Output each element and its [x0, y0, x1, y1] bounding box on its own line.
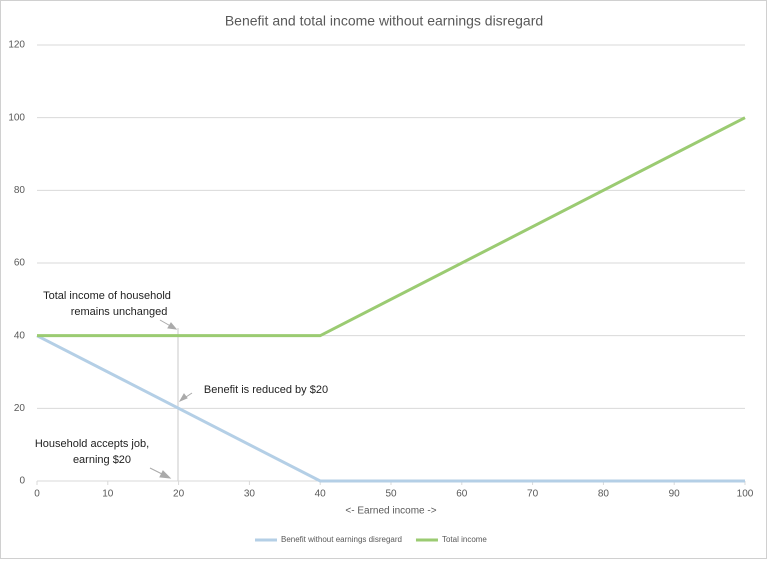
x-tick-label: 20 — [173, 489, 185, 500]
x-axis-label: <- Earned income -> — [345, 506, 436, 517]
annotation: Benefit is reduced by $20 — [204, 384, 328, 396]
series-line — [37, 116, 746, 338]
arrowhead — [167, 322, 178, 330]
x-tick-label: 100 — [737, 489, 754, 500]
x-tick-label: 60 — [456, 489, 468, 500]
y-tick-label: 0 — [19, 476, 25, 487]
annotation-arrows — [149, 319, 193, 479]
y-tick-label: 40 — [14, 330, 26, 341]
x-tick-label: 90 — [669, 489, 681, 500]
x-tick-label: 70 — [527, 489, 539, 500]
x-tick-label: 30 — [244, 489, 256, 500]
annotation: Total income of household — [43, 290, 171, 302]
y-tick-label: 60 — [14, 258, 26, 269]
x-tick-label: 50 — [385, 489, 397, 500]
x-tick-label: 40 — [315, 489, 327, 500]
y-tick-label: 120 — [8, 40, 25, 51]
x-tick-label: 0 — [34, 489, 40, 500]
y-tick-label: 20 — [14, 403, 26, 414]
y-tick-label: 100 — [8, 112, 25, 123]
annotation: Household accepts job, — [35, 438, 149, 450]
legend-label: Total income — [442, 535, 487, 544]
x-tick-label: 10 — [102, 489, 114, 500]
series-line — [36, 334, 745, 483]
annotation: remains unchanged — [71, 306, 168, 318]
arrowhead — [178, 393, 188, 403]
legend-label: Benefit without earnings disregard — [281, 535, 402, 544]
annotation: earning $20 — [73, 454, 131, 466]
y-tick-label: 80 — [14, 185, 26, 196]
x-tick-label: 80 — [598, 489, 610, 500]
arrowhead — [159, 470, 172, 479]
chart-title: Benefit and total income without earning… — [225, 13, 543, 29]
